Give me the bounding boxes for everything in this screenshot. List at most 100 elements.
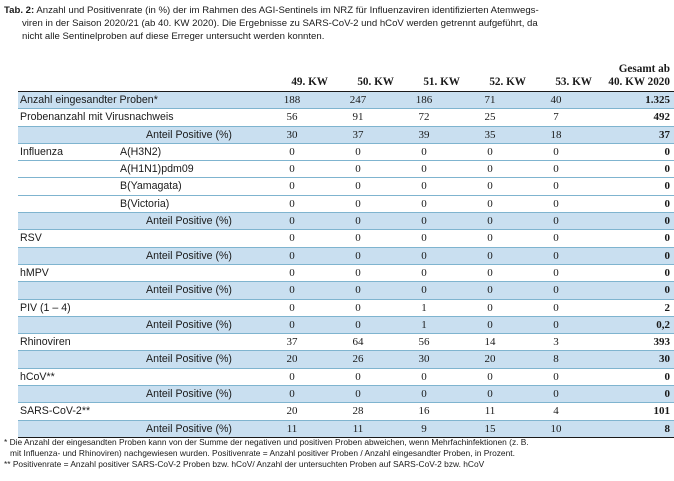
cell-value: 37 [268,333,334,352]
row-sublabel: B(Yamagata) [116,177,268,196]
cell-value: 0 [400,229,466,248]
cell-value: 11 [466,402,532,421]
header-week: 52. KW [489,76,526,88]
cell-value: 37 [334,126,400,144]
cell-value: 1 [400,316,466,335]
cell-value: 14 [466,333,532,352]
cell-value: 0 [400,247,466,265]
cell-value: 0 [268,299,334,317]
cell-value: 56 [268,108,334,127]
row-label [18,247,116,265]
header-week: 51. KW [423,76,460,88]
cell-value: 64 [334,333,400,352]
cell-total: 0 [598,281,674,300]
header-total: Gesamt ab 40. KW 2020 [598,61,674,92]
cell-value: 16 [400,402,466,421]
cell-value: 0 [268,368,334,387]
row-label: Probenanzahl mit Virusnachweis [18,108,268,127]
table-header: 49. KW 50. KW 51. KW 52. KW 53. KW Gesam… [18,61,674,92]
table-row: Anteil Positive (%) 0 0 0 0 0 0 [18,385,674,404]
cell-value: 0 [466,247,532,265]
row-label [18,160,116,179]
table-row: Influenza A(H3N2) 0 0 0 0 0 0 [18,143,674,162]
cell-value: 11 [268,420,334,438]
cell-value: 0 [532,212,598,231]
row-sublabel: Anteil Positive (%) [116,316,268,335]
row-label [18,316,116,335]
header-week: 50. KW [357,76,394,88]
cell-value: 28 [334,402,400,421]
cell-value: 0 [532,247,598,265]
cell-value: 1 [400,299,466,317]
cell-value: 0 [334,143,400,162]
cell-total: 0 [598,177,674,196]
cell-value: 0 [466,229,532,248]
cell-value: 0 [268,212,334,231]
table-row: Anteil Positive (%) 0 0 0 0 0 0 [18,281,674,300]
row-sublabel: Anteil Positive (%) [116,385,268,404]
row-label [18,385,116,404]
row-label [18,195,116,214]
cell-value: 56 [400,333,466,352]
cell-value: 0 [532,195,598,214]
cell-total: 0 [598,160,674,179]
caption-label: Tab. 2: [4,5,35,16]
cell-value: 0 [268,385,334,404]
table-row: RSV 0 0 0 0 0 0 [18,229,674,248]
cell-value: 0 [400,143,466,162]
cell-value: 0 [466,281,532,300]
cell-value: 0 [532,281,598,300]
cell-value: 0 [466,160,532,179]
row-sublabel: B(Victoria) [116,195,268,214]
cell-value: 0 [334,195,400,214]
cell-value: 0 [268,247,334,265]
cell-value: 0 [268,195,334,214]
cell-value: 0 [334,212,400,231]
cell-total: 0 [598,195,674,214]
cell-value: 0 [466,385,532,404]
header-week: 53. KW [555,76,592,88]
row-label [18,281,116,300]
cell-value: 91 [334,108,400,127]
cell-value: 0 [334,316,400,335]
cell-value: 0 [532,385,598,404]
table-row: Anzahl eingesandter Proben* 188 247 186 71 40… [18,91,674,110]
table-container: 49. KW 50. KW 51. KW 52. KW 53. KW Gesam… [18,61,674,438]
table-row: Anteil Positive (%) 0 0 0 0 0 0 [18,212,674,231]
cell-value: 0 [334,247,400,265]
cell-value: 188 [268,91,334,110]
cell-value: 18 [532,126,598,144]
row-label: SARS-CoV-2** [18,402,268,421]
cell-value: 0 [466,368,532,387]
cell-value: 0 [334,229,400,248]
row-label [18,212,116,231]
table-row: PIV (1 – 4) 0 0 1 0 0 2 [18,299,674,317]
cell-value: 4 [532,402,598,421]
row-sublabel: Anteil Positive (%) [116,126,268,144]
cell-total: 2 [598,299,674,317]
row-label [18,420,116,438]
table-row: Anteil Positive (%) 0 0 0 0 0 0 [18,247,674,265]
row-sublabel: Anteil Positive (%) [116,350,268,369]
cell-value: 0 [400,160,466,179]
cell-value: 0 [334,160,400,179]
cell-value: 20 [268,402,334,421]
cell-value: 0 [400,212,466,231]
cell-value: 0 [466,316,532,335]
cell-value: 0 [532,368,598,387]
cell-total: 0 [598,385,674,404]
cell-total: 0 [598,143,674,162]
cell-total: 1.325 [598,91,674,110]
cell-value: 0 [334,264,400,283]
caption-text-line3: nicht alle Sentinelproben auf diese Erre… [22,31,325,43]
cell-value: 10 [532,420,598,438]
cell-value: 0 [334,177,400,196]
table-row: Rhinoviren 37 64 56 14 3 393 [18,333,674,352]
cell-value: 20 [268,350,334,369]
header-blank [18,61,116,92]
cell-total: 0,2 [598,316,674,335]
cell-value: 0 [400,368,466,387]
cell-value: 0 [334,281,400,300]
header-blank [116,61,268,92]
row-sublabel: Anteil Positive (%) [116,247,268,265]
